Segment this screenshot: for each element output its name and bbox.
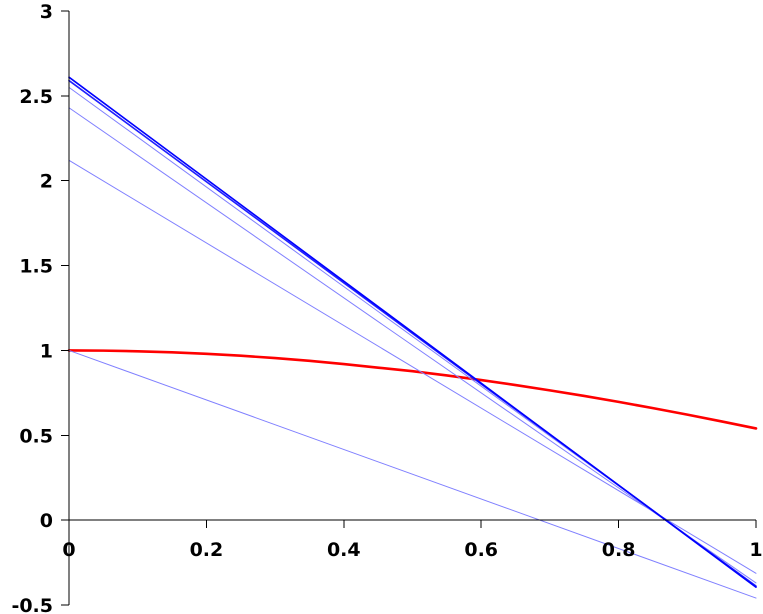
tangent-line-6 (68, 76, 757, 588)
x-tick-label: 0.4 (327, 539, 361, 561)
y-tick-label: 2 (40, 171, 53, 193)
tangent-line-2 (68, 159, 757, 574)
x-tick-label: 0 (62, 539, 75, 561)
function-curve (67, 349, 758, 430)
y-tick-label: 1.5 (19, 256, 53, 278)
y-tick-label: 0 (40, 510, 53, 532)
y-tick-label: 0.5 (19, 425, 53, 447)
y-tick-label: 2.5 (19, 86, 53, 108)
tangent-line-1 (68, 349, 757, 599)
x-tick-label: 0.8 (602, 539, 636, 561)
axes: 0 0.2 0.4 0.6 0.8 1 -0.5 0 0.5 1 1.5 2 2.5 3 (11, 1, 762, 614)
y-tick-label: 1 (40, 340, 53, 362)
x-tick-label: 1 (749, 539, 762, 561)
series-layer (67, 76, 758, 599)
y-tick-label: 3 (40, 1, 53, 23)
x-tick-label: 0.6 (464, 539, 498, 561)
x-tick-label: 0.2 (190, 539, 224, 561)
y-tick-label: -0.5 (11, 595, 53, 614)
tangent-line-3 (68, 107, 757, 584)
